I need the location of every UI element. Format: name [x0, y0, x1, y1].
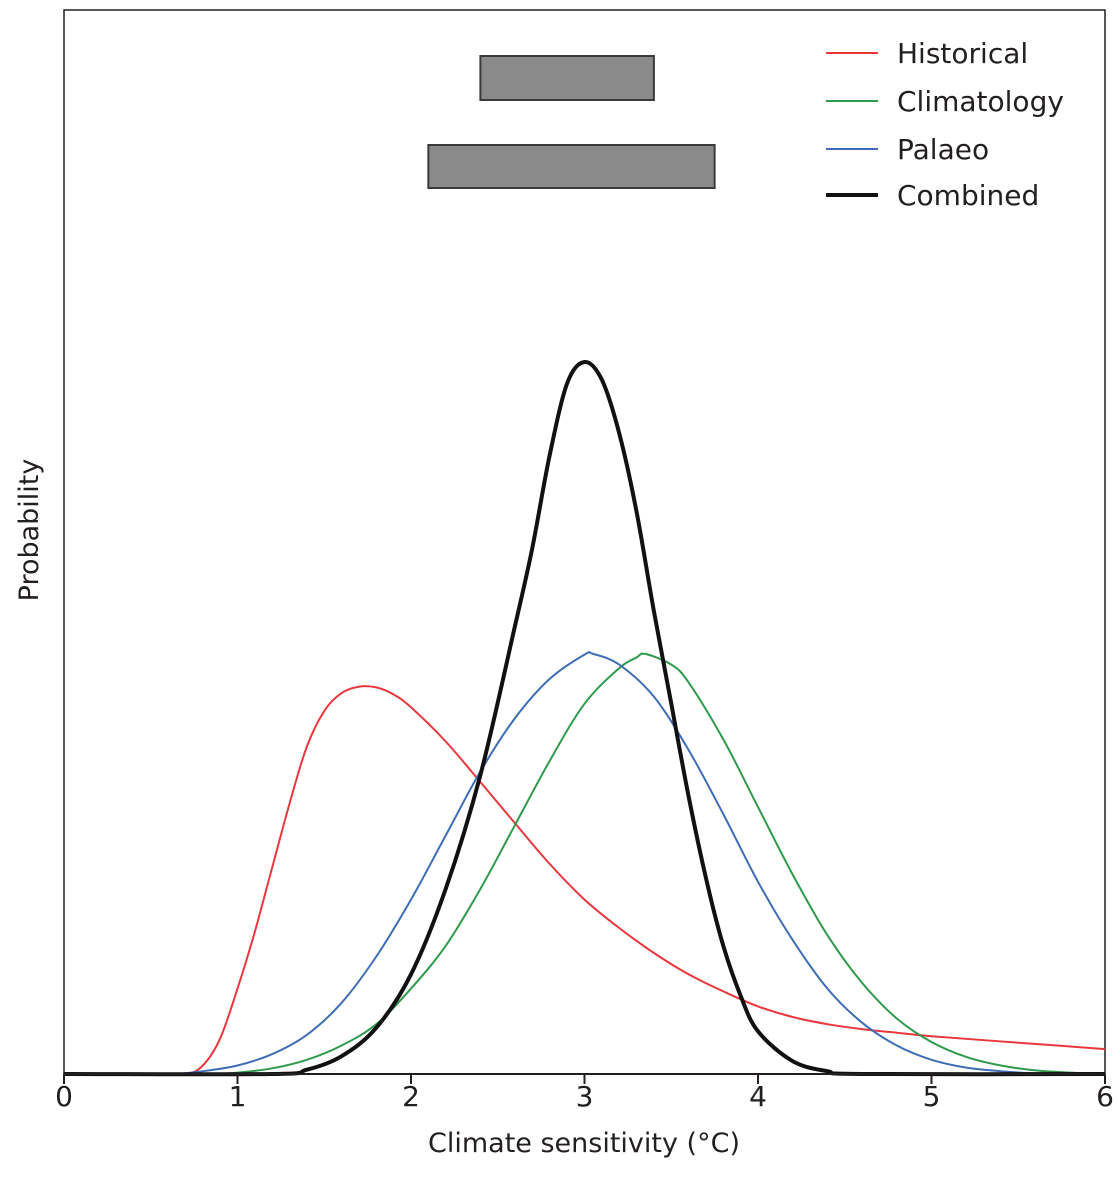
x-axis-title: Climate sensitivity (°C)	[428, 1128, 740, 1159]
x-tick-label: 2	[402, 1080, 420, 1113]
x-tick-label: 5	[923, 1080, 941, 1113]
y-axis-title: Probability	[14, 459, 45, 602]
x-tick-label: 0	[55, 1080, 73, 1113]
legend: Historical Climatology Palaeo Combined	[826, 37, 1064, 212]
range-bars	[427, 55, 716, 189]
series-line-combined	[63, 360, 1106, 1077]
x-ticks: 0 1 2 3 4 5 6	[55, 1074, 1114, 1113]
x-tick-label: 1	[229, 1080, 247, 1113]
x-tick-label: 4	[749, 1080, 767, 1113]
x-tick-label: 6	[1096, 1080, 1114, 1113]
series-line-historical	[64, 685, 1106, 1076]
legend-label-historical: Historical	[897, 37, 1028, 70]
legend-label-climatology: Climatology	[897, 85, 1064, 118]
x-tick-label: 3	[576, 1080, 594, 1113]
range-bar-1	[479, 55, 655, 101]
range-bar-2	[427, 144, 716, 189]
series-line-climatology	[63, 652, 1106, 1076]
legend-label-combined: Combined	[897, 179, 1039, 212]
curves	[63, 360, 1106, 1077]
series-line-palaeo	[63, 651, 1106, 1076]
legend-label-palaeo: Palaeo	[897, 133, 989, 166]
